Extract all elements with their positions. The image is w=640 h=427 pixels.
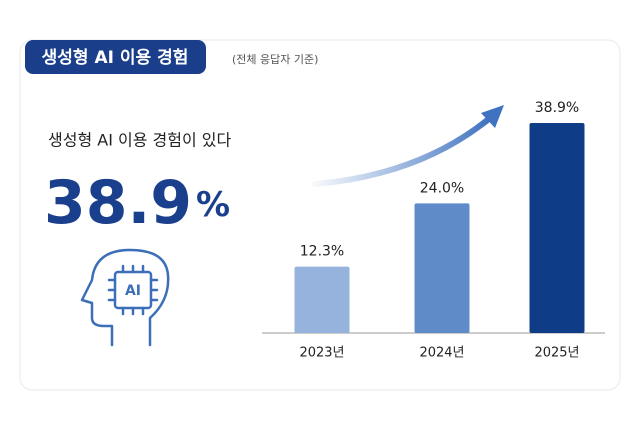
title-pill: [25, 40, 206, 74]
value-label: 12.3%: [300, 244, 344, 260]
x-tick-label: 2023년: [299, 346, 344, 361]
x-tick-label: 2025년: [534, 346, 579, 361]
bars: 12.3% 2023년 24.0% 2024년 38.9% 2025년: [294, 100, 585, 361]
big-number: 38.9: [44, 168, 192, 238]
big-unit: %: [196, 185, 230, 225]
value-label: 24.0%: [420, 180, 464, 196]
title: 생성형 AI 이용 경험: [42, 47, 189, 68]
bar: [294, 266, 350, 333]
big-value: 38.9%: [44, 168, 230, 238]
trend-arrowhead: [481, 105, 504, 128]
bar: [414, 203, 470, 333]
icon-label: AI: [125, 283, 141, 299]
card: [19, 39, 621, 391]
bar: [529, 122, 585, 333]
value-label: 38.9%: [535, 100, 579, 116]
x-tick-label: 2024년: [419, 346, 464, 361]
subtitle: (전체 응답자 기준): [232, 53, 318, 66]
trend-arrow: [312, 115, 493, 187]
ai-head-icon: [80, 248, 170, 347]
headline: 생성형 AI 이용 경험이 있다: [48, 131, 231, 150]
